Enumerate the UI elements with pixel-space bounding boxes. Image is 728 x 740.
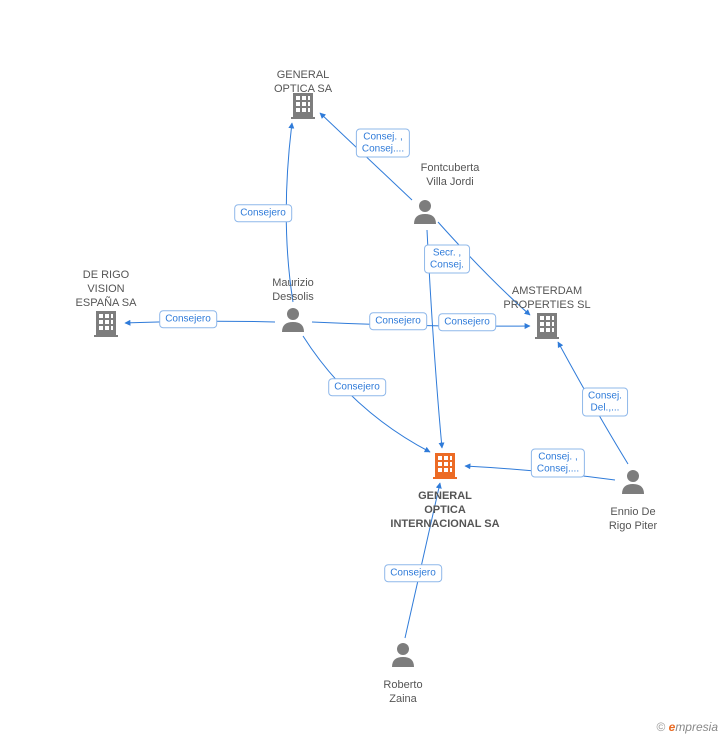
person-icon	[618, 467, 648, 500]
node-label: Ennio De Rigo Piter	[583, 504, 683, 534]
node-label: Fontcuberta Villa Jordi	[390, 160, 510, 190]
edge-label: Consejero	[159, 310, 217, 328]
company-icon	[91, 308, 121, 343]
edge-label: Consej. , Consej....	[531, 449, 585, 478]
edge-label: Consejero	[328, 378, 386, 396]
person-icon	[388, 640, 418, 673]
person-icon	[278, 305, 308, 338]
node-label: DE RIGO VISION ESPAÑA SA	[56, 267, 156, 310]
edge-label: Consej. Del.,...	[582, 388, 628, 417]
company-icon	[532, 310, 562, 345]
edge-label: Secr. , Consej.	[424, 245, 470, 274]
network-diagram: Consejero Consej. , Consej.... Consejero Co…	[0, 0, 728, 740]
edge-label: Consejero	[438, 313, 496, 331]
edges-layer	[0, 0, 728, 740]
copyright-symbol: ©	[656, 720, 665, 734]
node-label: GENERAL OPTICA INTERNACIONAL SA	[365, 488, 525, 531]
edge-label: Consejero	[234, 204, 292, 222]
node-label: Roberto Zaina	[353, 677, 453, 707]
edge-label: Consejero	[369, 312, 427, 330]
node-label: GENERAL OPTICA SA	[253, 67, 353, 97]
edge-label: Consej. , Consej....	[356, 129, 410, 158]
company-icon	[430, 450, 460, 485]
person-icon	[410, 197, 440, 230]
edge-label: Consejero	[384, 564, 442, 582]
node-label: AMSTERDAM PROPERTIES SL	[477, 283, 617, 313]
node-label: Maurizio Dessolis	[243, 275, 343, 305]
brand-rest: mpresia	[675, 720, 718, 734]
watermark: © empresia	[656, 720, 718, 734]
